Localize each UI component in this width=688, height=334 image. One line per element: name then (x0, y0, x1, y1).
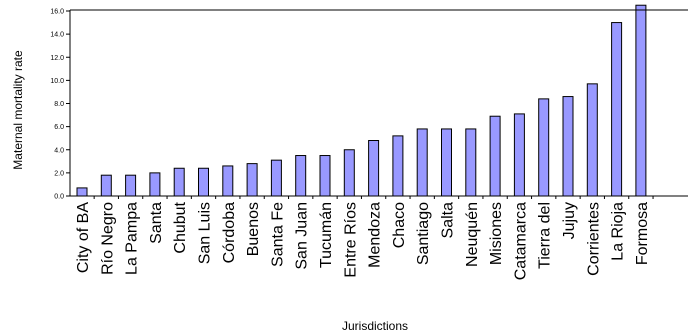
x-tick-label: Catamarca (512, 202, 529, 280)
x-tick-label: Tierra del (537, 202, 554, 269)
x-tick-label: La Pampa (124, 202, 141, 275)
x-tick-label: Santiago (415, 202, 432, 265)
bar (465, 128, 477, 197)
x-tick-label: City of BA (75, 202, 92, 273)
bar (441, 128, 452, 197)
y-tick-label: 2.0 (54, 170, 64, 177)
x-tick-label: Entre Ríos (342, 202, 359, 278)
bar (198, 167, 209, 197)
x-tick-label: Santa Fe (269, 202, 286, 267)
bar (513, 113, 525, 197)
bar (562, 96, 574, 197)
bar (246, 163, 258, 197)
x-tick-label: San Luis (197, 202, 214, 264)
x-tick-label: Buenos (245, 202, 262, 256)
y-tick-label: 8.0 (54, 101, 64, 108)
y-tick-label: 14.0 (50, 32, 64, 39)
x-tick-label: Córdoba (221, 202, 238, 263)
x-tick-label: San Juan (294, 202, 311, 270)
bar (100, 174, 112, 197)
x-tick-label: Chubut (172, 201, 189, 253)
y-tick-label: 6.0 (54, 124, 64, 131)
bar (611, 22, 623, 197)
y-tick-label: 10.0 (50, 78, 64, 85)
bar (489, 115, 501, 197)
bar (173, 167, 185, 197)
x-axis-title: Jurisdictions (342, 319, 408, 333)
bar (270, 159, 282, 197)
x-tick-label: Misiones (488, 202, 505, 265)
bar (392, 135, 404, 197)
bar (295, 155, 307, 197)
x-tick-label: Santa (148, 202, 165, 244)
bar (538, 98, 550, 197)
y-tick-label: 0.0 (54, 194, 64, 201)
y-tick-label: 12.0 (50, 55, 64, 62)
bar (368, 140, 380, 197)
bar (76, 187, 88, 197)
x-tick-labels-group: City of BA Río Negro La Pampa Santa Chubut Sa… (75, 201, 651, 280)
bar (222, 165, 234, 197)
x-tick-label: Formosa (634, 202, 651, 265)
bars-group (76, 4, 654, 199)
bar (125, 174, 137, 197)
bar (149, 172, 161, 197)
x-tick-label: Río Negro (99, 202, 116, 275)
y-axis-title: Maternal mortality rate (11, 50, 25, 170)
x-tick-label: Neuquén (464, 202, 481, 267)
y-tick-label: 4.0 (54, 147, 64, 154)
x-tick-label: Tucumán (318, 202, 335, 268)
x-tick-label: Salta (440, 202, 457, 239)
y-ticks-group: 0.0 2.0 4.0 6.0 8.0 10.0 12.0 14.0 16.0 (50, 9, 70, 201)
x-tick-label: Jujuy (561, 202, 578, 239)
bar (586, 83, 598, 197)
bar (343, 149, 355, 197)
x-tick-label: Chaco (391, 202, 408, 248)
x-tick-label: Mendoza (367, 202, 384, 268)
x-tick-label: Corrientes (585, 202, 602, 276)
bar (635, 4, 647, 197)
x-tick-label: La Rioja (610, 202, 627, 261)
bar (319, 155, 331, 197)
y-tick-label: 16.0 (50, 9, 64, 16)
bar (416, 128, 428, 197)
